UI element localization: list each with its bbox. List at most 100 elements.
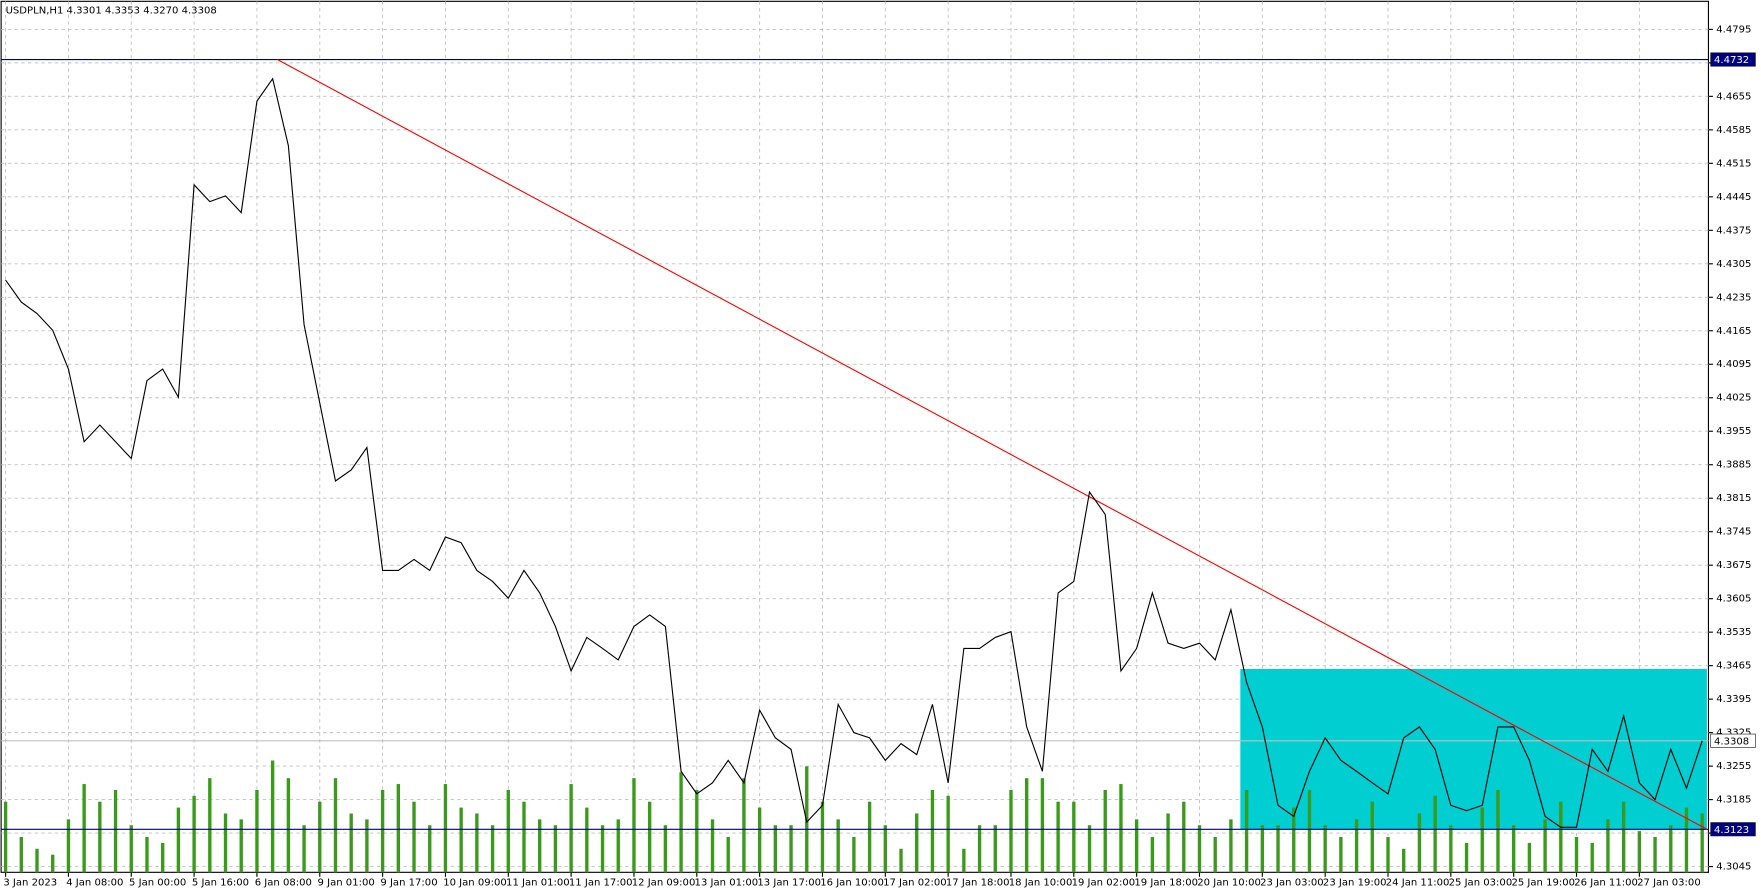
- chart-title: USDPLN,H1 4.3301 4.3353 4.3270 4.3308: [6, 5, 217, 16]
- volume-bar: [35, 848, 39, 873]
- volume-bar: [993, 825, 997, 873]
- volume-bar: [1621, 801, 1626, 873]
- x-tick-label: 20 Jan 10:00: [1197, 877, 1261, 888]
- price-tag: [1710, 822, 1756, 837]
- x-tick-label: 9 Jan 01:00: [318, 877, 375, 888]
- volume-bar: [1339, 837, 1343, 873]
- x-tick-label: 19 Jan 02:00: [1072, 877, 1136, 888]
- volume-bar: [1402, 848, 1406, 873]
- x-tick-label: 16 Jan 10:00: [820, 877, 884, 888]
- volume-bar: [412, 801, 416, 873]
- volume-bar: [365, 819, 369, 873]
- volume-bar: [600, 825, 605, 873]
- x-tick-label: 17 Jan 18:00: [946, 877, 1010, 888]
- volume-bar: [145, 837, 149, 873]
- volume-bar: [176, 807, 181, 873]
- volume-bar: [899, 848, 903, 873]
- volume-bar: [1512, 825, 1516, 873]
- price-tag-label: 4.3308: [1714, 736, 1749, 747]
- volume-bar: [1244, 789, 1249, 873]
- volume-bar: [1119, 784, 1123, 873]
- volume-bar: [1292, 807, 1296, 873]
- volume-bar: [647, 801, 652, 873]
- volume-bar: [1480, 807, 1484, 873]
- x-tick-label: 19 Jan 18:00: [1134, 877, 1198, 888]
- volume-bar: [726, 837, 730, 873]
- volume-bar: [1386, 837, 1390, 873]
- volume-bar: [1637, 831, 1642, 873]
- volume-bar: [208, 778, 212, 873]
- y-tick-label: 4.4305: [1716, 259, 1751, 270]
- volume-bar: [836, 819, 840, 873]
- y-tick-label: 4.4235: [1716, 292, 1751, 303]
- volume-bar: [380, 789, 385, 873]
- volume-bar: [113, 789, 118, 873]
- volume-bar: [192, 795, 196, 873]
- y-tick-label: 4.4445: [1716, 192, 1751, 203]
- volume-bar: [773, 825, 778, 873]
- volume-bar: [569, 784, 573, 873]
- trend-line: [277, 59, 1708, 830]
- volume-bar: [1197, 825, 1202, 873]
- volume-bar: [1559, 801, 1563, 873]
- volume-bar: [1370, 801, 1374, 873]
- volume-bar: [538, 819, 542, 873]
- price-line: [5, 77, 1703, 828]
- y-tick-label: 4.3325: [1716, 728, 1751, 739]
- volume-bar: [883, 825, 887, 873]
- volume-bar: [333, 778, 338, 873]
- y-tick-label: 4.3955: [1716, 426, 1751, 437]
- volume-bar: [1653, 837, 1657, 873]
- volume-bar: [1009, 789, 1013, 873]
- x-tick-label: 5 Jan 00:00: [129, 877, 186, 888]
- y-tick-label: 4.3535: [1716, 627, 1751, 638]
- y-tick-label: 4.3045: [1716, 862, 1751, 873]
- volume-bar: [805, 766, 809, 873]
- price-tag: [1710, 52, 1756, 67]
- x-tick-label: 17 Jan 02:00: [883, 877, 947, 888]
- y-tick-label: 4.4585: [1716, 125, 1751, 136]
- volume-bar: [490, 825, 495, 873]
- volume-bar: [1700, 813, 1704, 873]
- volume-bar: [789, 825, 793, 873]
- volume-bar: [459, 807, 463, 873]
- x-tick-label: 10 Jan 09:00: [443, 877, 507, 888]
- volume-bar: [428, 825, 432, 873]
- volume-bar: [962, 848, 966, 873]
- volume-bar: [585, 807, 589, 873]
- volume-bar: [1072, 801, 1076, 873]
- volume-bar: [742, 778, 746, 873]
- volume-bar: [1464, 842, 1469, 873]
- volume-bar: [1543, 819, 1547, 873]
- volume-bar: [1134, 819, 1139, 873]
- y-tick-label: 4.3815: [1716, 493, 1751, 504]
- volume-bar: [223, 813, 228, 873]
- volume-bar: [1087, 825, 1092, 873]
- volume-bar: [3, 801, 8, 873]
- price-tag: [1710, 733, 1756, 748]
- y-tick-label: 4.3675: [1716, 560, 1751, 571]
- y-tick-label: 4.4655: [1716, 91, 1751, 102]
- volume-bar: [852, 837, 856, 873]
- volume-bar: [1260, 825, 1265, 873]
- y-tick-label: 4.4795: [1716, 24, 1751, 35]
- x-tick-label: 27 Jan 03:00: [1637, 877, 1701, 888]
- volume-bar: [867, 801, 872, 873]
- y-tick-label: 4.4025: [1716, 393, 1751, 404]
- volume-bar: [19, 837, 23, 873]
- volume-bar: [1496, 789, 1500, 873]
- volume-bar: [1354, 819, 1359, 873]
- volume-bar: [129, 825, 133, 873]
- y-tick-label: 4.3255: [1716, 761, 1751, 772]
- volume-bar: [679, 772, 683, 873]
- volume-bar: [632, 778, 636, 873]
- volume-bar: [98, 801, 102, 873]
- volume-bar: [1323, 825, 1327, 873]
- price-tag-label: 4.4732: [1714, 55, 1749, 66]
- volume-bar: [51, 854, 55, 873]
- x-tick-label: 12 Jan 09:00: [632, 877, 696, 888]
- volume-bar: [1417, 813, 1422, 873]
- x-tick-label: 25 Jan 19:00: [1511, 877, 1575, 888]
